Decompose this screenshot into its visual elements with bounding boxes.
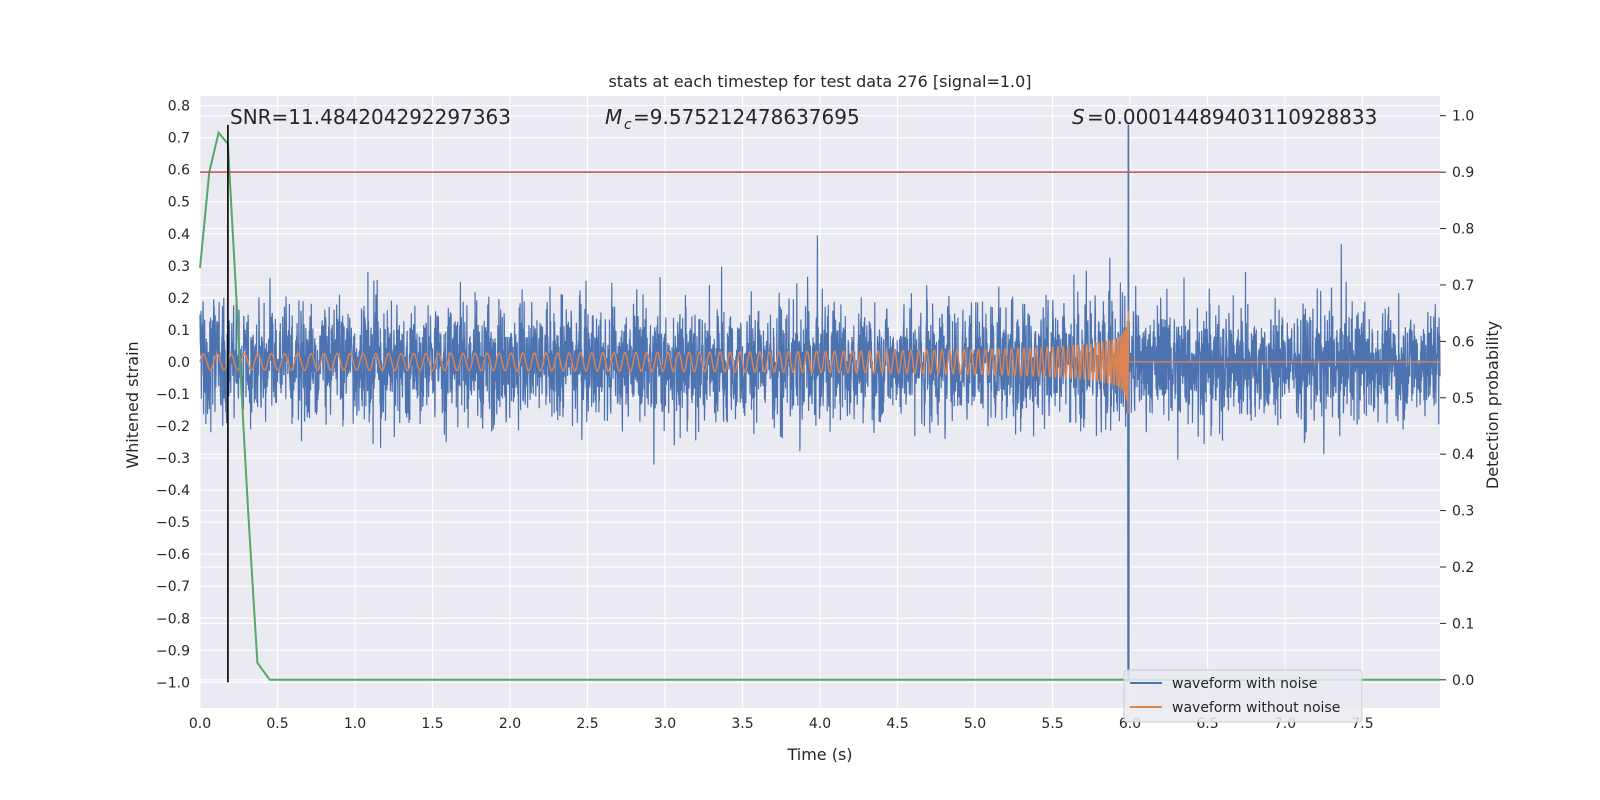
x-tick-label: 2.0 <box>499 716 521 732</box>
s-value: =0.00014489403110928833 <box>1087 105 1377 129</box>
y2-tick-label: 0.8 <box>1452 222 1474 238</box>
y2-tick-label: 0.6 <box>1452 334 1474 350</box>
y-tick-label: −0.3 <box>156 451 190 467</box>
y-tick-label: 0.8 <box>168 99 190 115</box>
y-tick-label: −0.2 <box>156 419 190 435</box>
y-tick-label: 0.4 <box>168 227 190 243</box>
y-tick-label: −0.7 <box>156 579 190 595</box>
y-tick-label: 0.0 <box>168 355 190 371</box>
x-tick-label: 4.5 <box>886 716 908 732</box>
x-tick-label: 5.0 <box>964 716 986 732</box>
y2-tick-label: 0.2 <box>1452 560 1474 576</box>
x-tick-label: 2.5 <box>576 716 598 732</box>
y-tick-label: −0.1 <box>156 387 190 403</box>
y-tick-label: −0.5 <box>156 515 190 531</box>
y-tick-label: 0.6 <box>168 163 190 179</box>
x-tick-label: 3.0 <box>654 716 676 732</box>
y-tick-label: −0.6 <box>156 547 190 563</box>
x-tick-label: 3.5 <box>731 716 753 732</box>
y-tick-label: 0.7 <box>168 131 190 147</box>
series-line-clean <box>199 310 1440 415</box>
y-axis-label: Whitened strain <box>123 341 142 468</box>
mc-value: =9.575212478637695 <box>633 105 860 129</box>
y-tick-label: −0.8 <box>156 611 190 627</box>
y2-tick-label: 0.9 <box>1452 165 1474 181</box>
series-line-noise <box>199 124 1441 683</box>
mc-symbol: M <box>605 105 622 129</box>
y2-tick-label: 0.5 <box>1452 391 1474 407</box>
chart-title: stats at each timestep for test data 276… <box>608 72 1031 91</box>
y-tick-label: 0.5 <box>168 195 190 211</box>
mc-annotation: M c =9.575212478637695 <box>605 105 860 133</box>
legend-label-clean: waveform without noise <box>1172 700 1340 716</box>
y-tick-label: −0.4 <box>156 483 190 499</box>
mc-subscript: c <box>624 117 632 133</box>
legend-box <box>1123 669 1363 723</box>
x-tick-label: 5.5 <box>1041 716 1063 732</box>
x-tick-label: 1.0 <box>344 716 366 732</box>
legend: waveform with noise waveform without noi… <box>1123 669 1363 723</box>
series-waveform-with-noise <box>199 124 1441 683</box>
s-annotation: S =0.00014489403110928833 <box>1072 105 1377 129</box>
series-detection-probability <box>199 130 1440 681</box>
y2-tick-label: 0.1 <box>1452 616 1474 632</box>
x-tick-label: 0.5 <box>266 716 288 732</box>
series-line-probability <box>199 130 1440 681</box>
x-tick-label: 0.0 <box>189 716 211 732</box>
y2-tick-label: 1.0 <box>1452 109 1474 125</box>
y-tick-label: −1.0 <box>156 675 190 691</box>
y-tick-label: 0.3 <box>168 259 190 275</box>
y-tick-label: −0.9 <box>156 643 190 659</box>
y2-ticks: 1.0 0.9 0.8 0.7 0.6 0.5 0.4 0.3 0.2 0.1 0.0 <box>1440 109 1474 689</box>
y2-tick-label: 0.3 <box>1452 504 1474 520</box>
y2-tick-label: 0.4 <box>1452 447 1474 463</box>
s-symbol: S <box>1072 105 1085 129</box>
y-tick-label: 0.2 <box>168 291 190 307</box>
y2-axis-label: Detection probability <box>1483 321 1502 489</box>
x-axis-label: Time (s) <box>786 745 852 764</box>
y2-tick-label: 0.0 <box>1452 673 1474 689</box>
y-ticks: 0.8 0.7 0.6 0.5 0.4 0.3 0.2 0.1 0.0 −0.1 −0.2 −0.3 −… <box>156 99 190 692</box>
snr-annotation: SNR=11.484204292297363 <box>230 105 511 129</box>
x-tick-label: 1.5 <box>421 716 443 732</box>
y-tick-label: 0.1 <box>168 323 190 339</box>
legend-label-noise: waveform with noise <box>1172 676 1317 692</box>
x-tick-label: 4.0 <box>809 716 831 732</box>
series-waveform-without-noise <box>199 310 1440 415</box>
y2-tick-label: 0.7 <box>1452 278 1474 294</box>
